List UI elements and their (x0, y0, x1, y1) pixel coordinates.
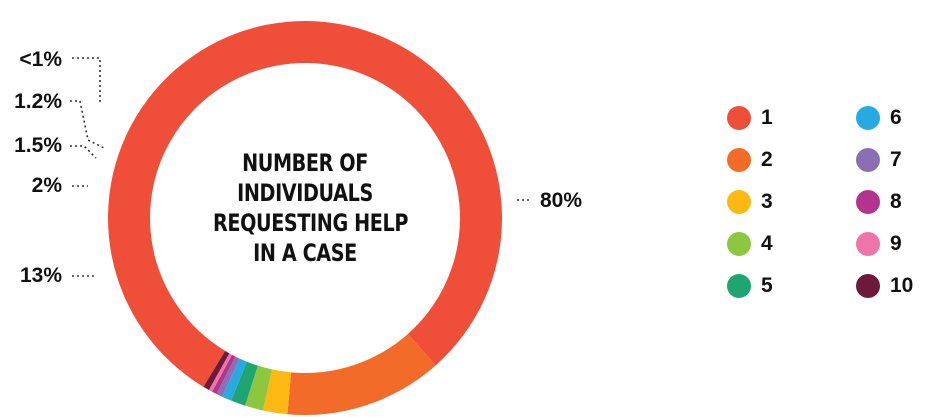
slice-10 (203, 350, 230, 390)
legend-swatch (727, 232, 751, 256)
legend-label: 4 (761, 232, 773, 255)
legend-item-3: 3 (727, 189, 773, 215)
slice-6 (222, 358, 247, 401)
legend-swatch (727, 274, 751, 298)
slice-4 (245, 365, 272, 411)
data-label-4: 1.5% (14, 134, 62, 157)
legend-label: 10 (890, 274, 914, 297)
legend-swatch (856, 148, 880, 172)
leader-line (72, 57, 101, 105)
legend-item-2: 2 (727, 147, 773, 173)
legend-swatch (856, 190, 880, 214)
legend-label: 7 (890, 148, 902, 171)
legend-label: 8 (890, 190, 902, 213)
slice-5 (231, 361, 258, 406)
legend-item-5: 5 (727, 273, 773, 299)
legend-swatch (856, 274, 880, 298)
slice-9 (208, 353, 232, 392)
legend-item-9: 9 (856, 231, 902, 257)
data-label-5: 1.2% (14, 90, 62, 113)
legend-swatch (727, 190, 751, 214)
legend-label: 5 (761, 274, 773, 297)
leader-line (70, 145, 97, 159)
legend-item-1: 1 (727, 105, 773, 131)
slice-3 (262, 369, 292, 415)
legend-label: 6 (890, 106, 902, 129)
chart-title-line-2: INDIVIDUALS (237, 179, 373, 207)
data-label-6: <1% (19, 48, 62, 71)
legend-label: 3 (761, 190, 773, 213)
legend-swatch (856, 232, 880, 256)
data-label-3: 2% (32, 174, 63, 197)
slice-8 (212, 354, 236, 395)
chart-title: NUMBER OF INDIVIDUALS REQUESTING HELP IN… (213, 148, 408, 268)
legend-label: 9 (890, 232, 902, 255)
data-label-1: 80% (540, 189, 582, 212)
slice-2 (287, 333, 436, 415)
slice-7 (216, 356, 240, 397)
legend-item-8: 8 (856, 189, 902, 215)
chart-title-line-4: IN A CASE (253, 239, 357, 267)
legend-swatch (727, 106, 751, 130)
legend-item-4: 4 (727, 231, 773, 257)
legend-swatch (727, 148, 751, 172)
legend-item-10: 10 (856, 273, 913, 299)
data-label-2: 13% (20, 264, 62, 287)
chart-title-line-3: REQUESTING HELP (213, 209, 408, 237)
legend-label: 2 (761, 148, 773, 171)
chart-title-line-1: NUMBER OF (242, 149, 368, 177)
legend-item-6: 6 (856, 105, 902, 131)
legend-item-7: 7 (856, 147, 902, 173)
leader-line (70, 100, 105, 149)
legend-label: 1 (761, 106, 773, 129)
legend-swatch (856, 106, 880, 130)
